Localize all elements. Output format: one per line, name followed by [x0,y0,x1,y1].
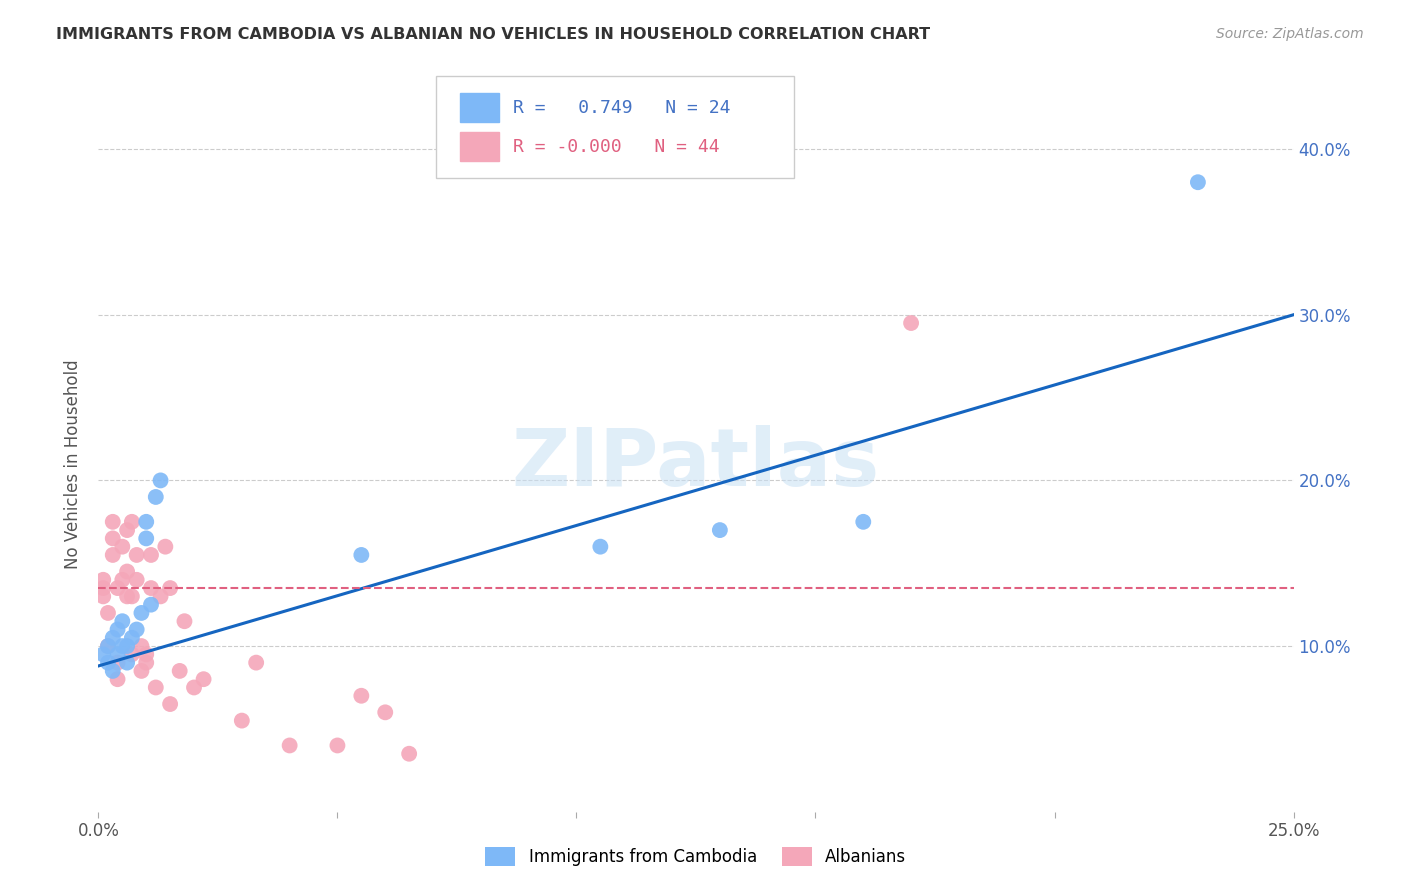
Point [149,474,172,488]
Point [111,573,134,587]
Point [107,623,129,637]
Point [107,581,129,595]
Point [121,648,143,662]
Point [145,681,167,695]
Point [374,706,396,720]
Point [131,664,153,678]
Point [131,639,153,653]
Text: IMMIGRANTS FROM CAMBODIA VS ALBANIAN NO VEHICLES IN HOUSEHOLD CORRELATION CHART: IMMIGRANTS FROM CAMBODIA VS ALBANIAN NO … [56,27,931,42]
Point [97,639,120,653]
Point [125,548,148,562]
Point [101,664,124,678]
Point [852,515,875,529]
Point [125,623,148,637]
Point [107,672,129,686]
Point [139,598,162,612]
Point [115,590,138,604]
Legend: Immigrants from Cambodia, Albanians: Immigrants from Cambodia, Albanians [479,840,912,873]
Point [135,656,157,670]
Point [107,648,129,662]
Point [91,581,114,595]
Point [149,590,172,604]
Point [350,689,373,703]
Point [231,714,253,728]
Point [900,316,922,330]
Point [107,656,129,670]
Point [709,523,731,537]
Point [111,639,134,653]
Point [159,581,181,595]
Text: R =   0.749   N = 24: R = 0.749 N = 24 [513,99,731,117]
Point [111,614,134,628]
Point [101,515,124,529]
Point [101,631,124,645]
Point [145,490,167,504]
Point [111,540,134,554]
Point [589,540,612,554]
Point [115,565,138,579]
Point [139,581,162,595]
Point [121,631,143,645]
Point [131,606,153,620]
Text: R = -0.000   N = 44: R = -0.000 N = 44 [513,138,720,156]
Point [173,614,195,628]
Point [1187,175,1209,189]
Point [135,515,157,529]
Text: ZIPatlas: ZIPatlas [512,425,880,503]
Point [139,548,162,562]
Point [91,590,114,604]
Point [159,697,181,711]
Point [183,681,205,695]
Point [101,532,124,546]
Point [101,548,124,562]
Point [350,548,373,562]
Point [135,532,157,546]
Point [115,639,138,653]
Point [326,739,349,753]
Point [115,656,138,670]
Point [97,639,120,653]
Point [278,739,301,753]
Point [91,573,114,587]
Point [245,656,267,670]
Point [125,573,148,587]
Point [193,672,215,686]
Point [155,540,177,554]
Text: Source: ZipAtlas.com: Source: ZipAtlas.com [1216,27,1364,41]
Point [169,664,191,678]
Point [121,515,143,529]
Y-axis label: No Vehicles in Household: No Vehicles in Household [65,359,83,569]
Point [115,523,138,537]
Point [97,606,120,620]
Point [91,648,114,662]
Point [398,747,420,761]
Point [97,656,120,670]
Point [135,648,157,662]
Point [121,590,143,604]
